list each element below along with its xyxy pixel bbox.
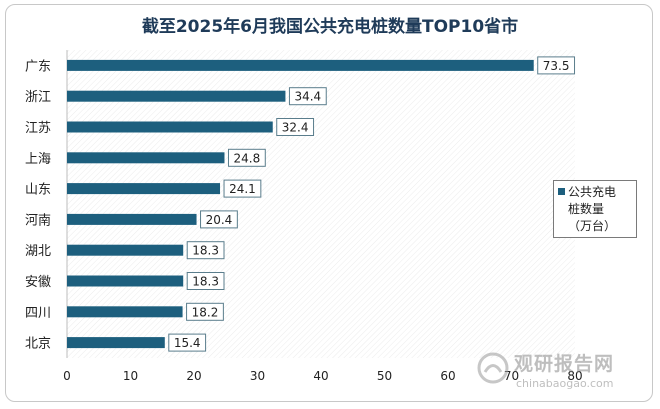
legend-label-line3: （万台） xyxy=(568,219,617,233)
value-label-box xyxy=(276,118,315,136)
value-label-box xyxy=(227,148,266,167)
bar-山东 xyxy=(67,183,221,195)
category-label: 安徽 xyxy=(25,275,51,290)
category-label: 浙江 xyxy=(25,90,51,105)
value-label: 73.5 xyxy=(543,59,570,73)
value-label: 24.8 xyxy=(234,151,261,165)
bar-河南 xyxy=(67,213,197,225)
bar-湖北 xyxy=(67,244,184,256)
value-label-box xyxy=(537,56,576,75)
x-tick-label: 30 xyxy=(250,369,265,383)
category-label: 上海 xyxy=(25,152,51,167)
value-label-box xyxy=(186,302,224,321)
bar-四川 xyxy=(67,306,183,318)
bar-安徽 xyxy=(67,275,184,287)
value-label-box xyxy=(186,272,225,290)
value-label: 20.4 xyxy=(206,213,233,227)
legend-label-line2: 桩数量 xyxy=(568,202,605,216)
category-label: 山东 xyxy=(25,183,51,198)
value-label-box xyxy=(288,87,327,106)
value-label: 18.3 xyxy=(192,244,219,258)
value-label-box xyxy=(186,241,225,260)
chart-legend: 公共充电 桩数量 （万台） xyxy=(553,180,637,238)
x-tick-label: 80 xyxy=(567,369,582,383)
watermark: 观研报告网 chinabaogao.com xyxy=(470,347,650,403)
x-tick-label: 10 xyxy=(123,369,138,383)
watermark-title: 观研报告网 xyxy=(514,353,615,375)
bar-浙江 xyxy=(67,90,286,102)
value-label: 18.3 xyxy=(192,275,219,289)
category-label: 广东 xyxy=(25,59,51,74)
value-label-box xyxy=(200,210,238,229)
bar-江苏 xyxy=(67,121,273,133)
legend-label-line1: 公共充电 xyxy=(568,185,617,199)
value-label-box xyxy=(168,333,207,352)
chart-title: 截至2025年6月我国公共充电桩数量TOP10省市 xyxy=(141,17,519,37)
category-label: 湖北 xyxy=(25,244,51,259)
value-label: 32.4 xyxy=(282,121,309,135)
x-tick-label: 60 xyxy=(440,369,455,383)
legend-swatch xyxy=(558,188,565,195)
value-label: 18.2 xyxy=(192,305,219,319)
value-label: 15.4 xyxy=(174,336,201,350)
value-label: 34.4 xyxy=(294,90,321,104)
category-label: 河南 xyxy=(25,212,51,228)
watermark-url: chinabaogao.com xyxy=(516,377,614,390)
category-label: 江苏 xyxy=(25,120,51,136)
x-tick-label: 50 xyxy=(377,369,392,383)
value-label: 24.1 xyxy=(229,182,256,196)
bar-广东 xyxy=(67,59,534,71)
x-tick-label: 40 xyxy=(313,369,328,383)
value-label-box xyxy=(223,179,262,198)
x-tick-label: 20 xyxy=(186,369,201,383)
category-label: 四川 xyxy=(25,306,51,321)
bar-上海 xyxy=(67,152,225,164)
watermark-logo-icon xyxy=(477,352,509,384)
x-tick-label: 0 xyxy=(63,369,71,383)
category-label: 北京 xyxy=(25,337,51,352)
bar-北京 xyxy=(67,337,165,349)
